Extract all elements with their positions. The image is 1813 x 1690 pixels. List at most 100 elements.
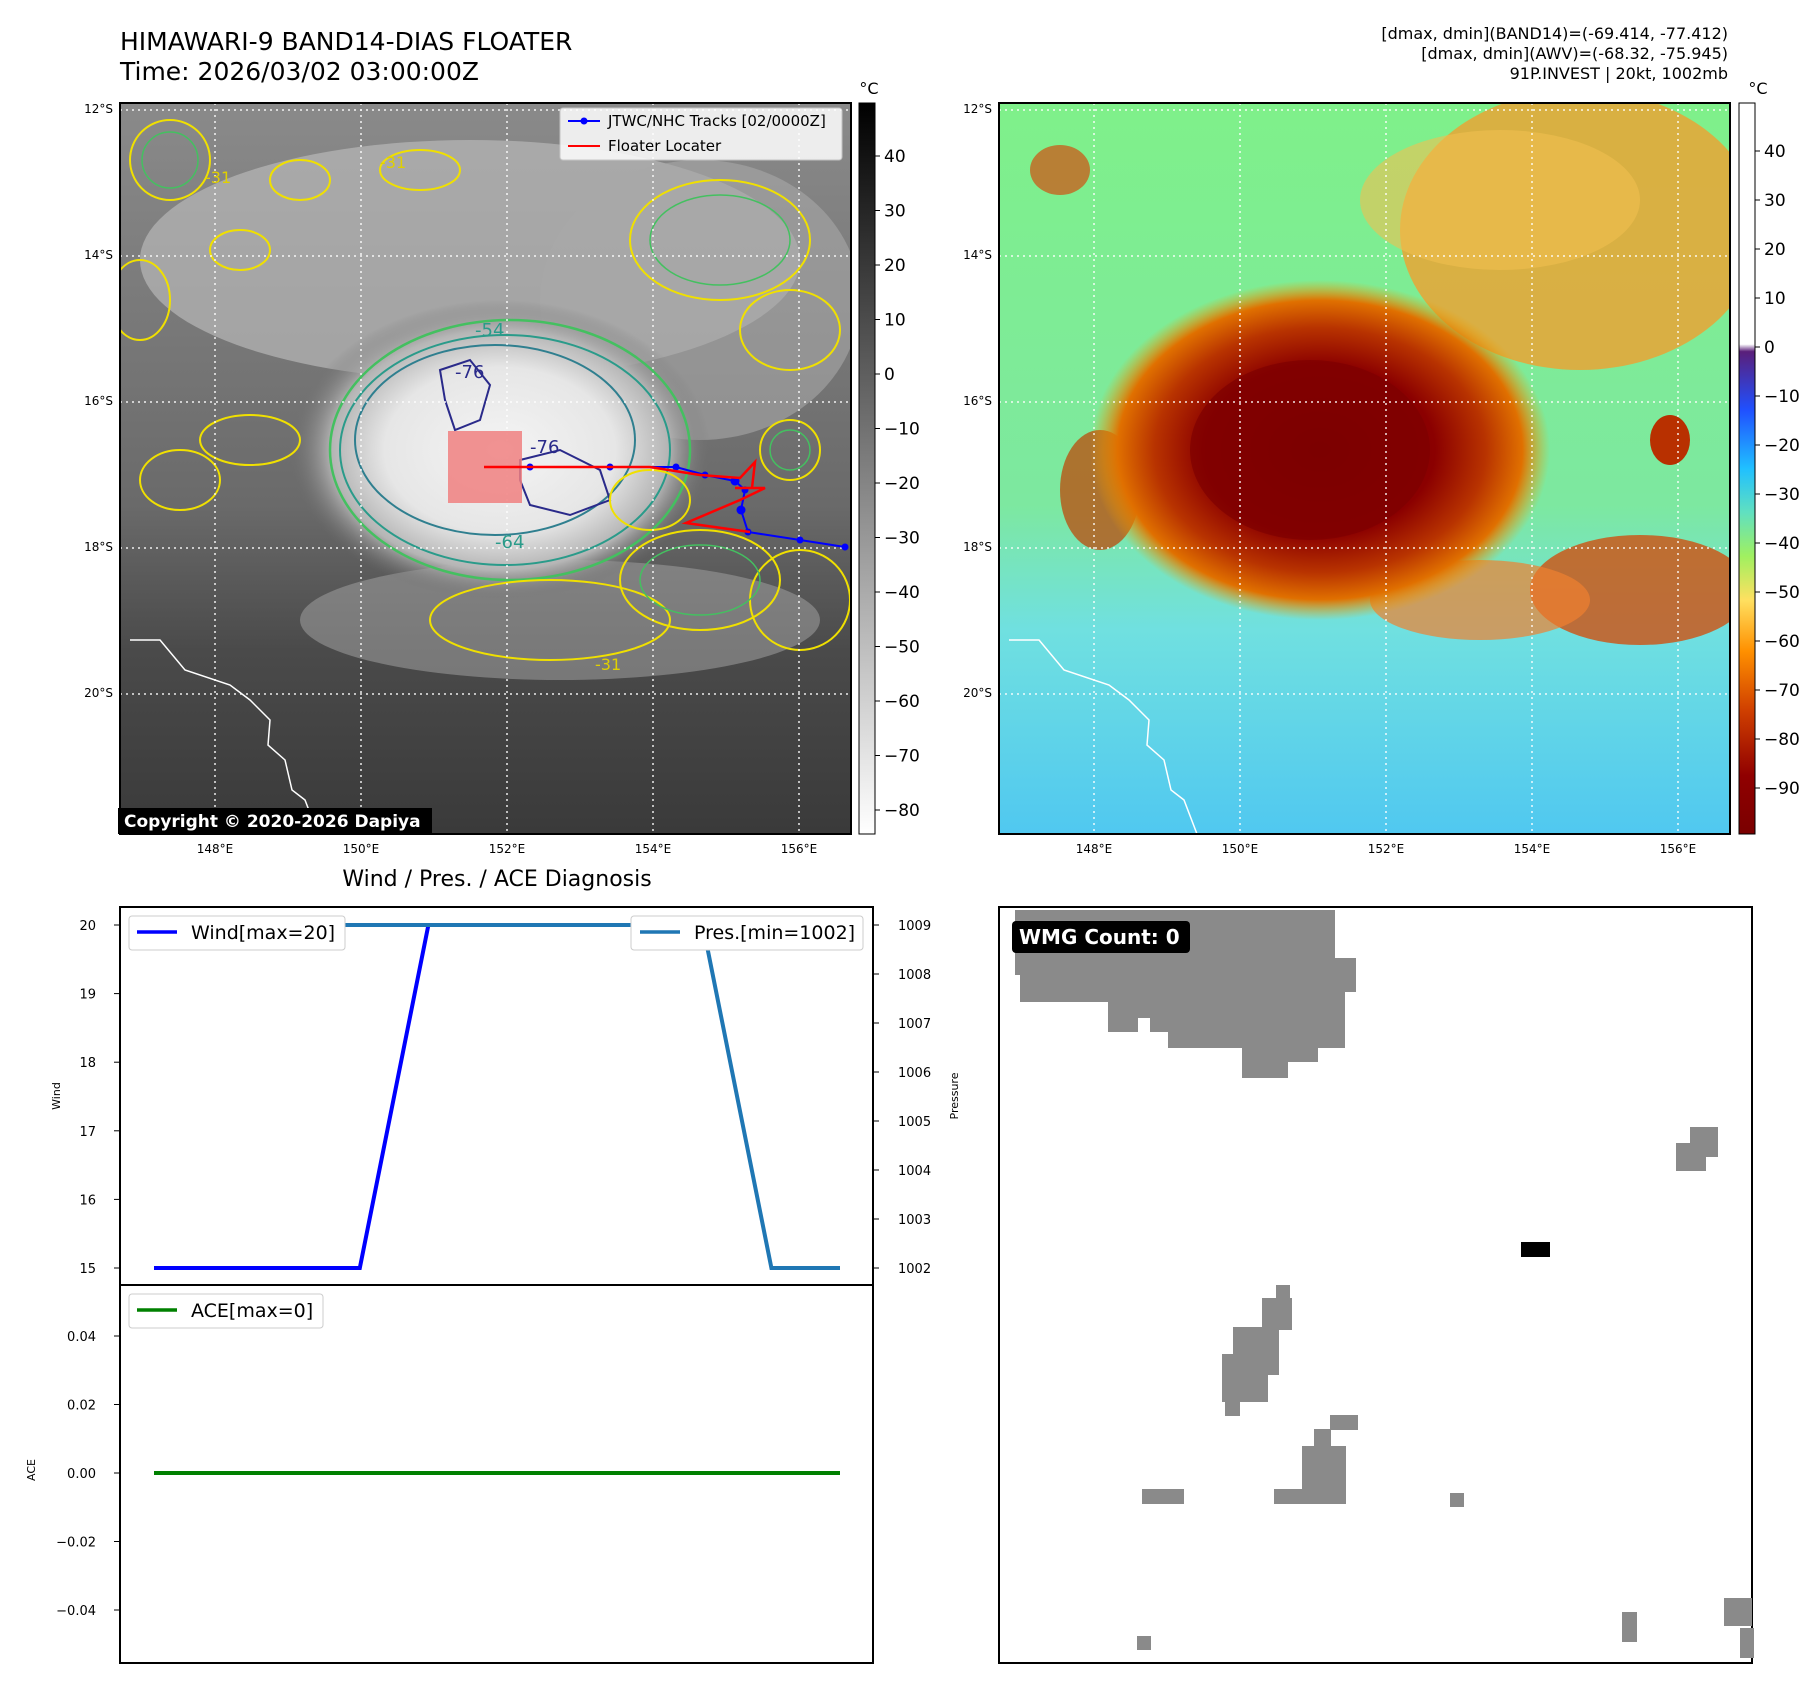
awv-gridlines [999,103,1730,834]
awv-colorbar-tick-label: −20 [1764,436,1800,456]
ir-map-frame [119,102,852,835]
wind-ylabel: Wind [50,1082,63,1110]
contour-label: -76 [455,362,484,383]
ace-tick-label: −0.04 [56,1604,96,1619]
wmg-frame [998,906,1753,1664]
floater-track-line [484,458,766,534]
contour-label: -31 [380,153,406,172]
ir-lon-label: 156°E [781,842,818,856]
contour-label: -31 [205,168,231,187]
wmg-panel: WMG Count: 0 [998,906,1754,1664]
wmg-black-cell [1521,1242,1550,1257]
awv-colorbar-tick-label: −30 [1764,485,1800,505]
ir-lon-label: 148°E [197,842,234,856]
diag-title: Wind / Pres. / ACE Diagnosis [342,867,651,892]
awv-lat-label: 18°S [963,540,992,554]
ir-colorbar-tick-label: 30 [884,202,906,222]
awv-colorbar-unit: °C [1748,79,1767,98]
ace-tick-label: 0.02 [67,1399,96,1414]
awv-colorbar-tick-label: 0 [1764,338,1775,358]
ir-colorbar [858,102,876,835]
ir-lat-label: 14°S [84,248,113,262]
ir-lat-label: 16°S [84,394,113,408]
ir-lat-label: 18°S [84,540,113,554]
ir-lon-label: 150°E [343,842,380,856]
wmg-count-badge [1012,921,1190,953]
wind-tick-label: 17 [79,1125,96,1140]
awv-lat-label: 14°S [963,248,992,262]
ace-tick-label: −0.02 [56,1536,96,1551]
ir-colorbar-tick-label: −10 [884,420,920,440]
legend-floater-label: Floater Locater [608,137,722,155]
ir-colorbar-tick-label: 40 [884,147,906,167]
ir-lat-label: 20°S [84,686,113,700]
awv-colorbar-tick-label: −70 [1764,681,1800,701]
ir-colorbar-tick-label: −20 [884,474,920,494]
awv-coastline [1009,639,1198,834]
legend-track-label: JTWC/NHC Tracks [02/0000Z] [607,112,826,130]
ir-colorbar-tick-label: −60 [884,692,920,712]
stats-awv: [dmax, dmin](AWV)=(-68.32, -75.945) [1421,44,1728,63]
contour-label: -76 [530,437,559,458]
pressure-tick-label: 1008 [898,968,931,983]
awv-colorbar-tick-label: 20 [1764,240,1786,260]
awv-lat-label: 12°S [963,102,992,116]
wind-legend: Wind[max=20] [128,915,346,951]
awv-colorbar-tick-label: −10 [1764,387,1800,407]
awv-colorbar [1738,102,1756,835]
ace-tick-label: 0.00 [67,1467,96,1482]
ir-colorbar-tick-label: 10 [884,311,906,331]
copyright-badge [118,808,432,834]
awv-map-frame [998,102,1731,835]
ir-colorbar-tick-label: −80 [884,801,920,821]
legend-wind-label: Wind[max=20] [191,922,335,944]
ir-colorbar-tick-label: −50 [884,638,920,658]
pressure-tick-label: 1006 [898,1066,931,1081]
pressure-tick-label: 1005 [898,1115,931,1130]
wind-tick-label: 15 [79,1262,96,1277]
figure-time: Time: 2026/03/02 03:00:00Z [119,57,479,86]
wind-tick-label: 16 [79,1193,96,1208]
contour-label: -31 [595,655,621,674]
ir-colorbar-tick-label: 0 [884,365,895,385]
awv-lon-label: 154°E [1514,842,1551,856]
awv-colorbar-tick-label: −40 [1764,534,1800,554]
ir-lon-label: 152°E [489,842,526,856]
awv-colorbar-tick-label: −50 [1764,583,1800,603]
wmg-count-label: WMG Count: 0 [1019,925,1180,949]
ir-colorbar-tick-label: −70 [884,747,920,767]
pressure-tick-label: 1002 [898,1262,931,1277]
contour-label: -54 [475,320,504,341]
wind-tick-label: 19 [79,988,96,1003]
wind-pres-axes [119,906,874,1286]
pressure-tick-label: 1004 [898,1164,931,1179]
awv-lon-label: 152°E [1368,842,1405,856]
awv-lat-label: 16°S [963,394,992,408]
wind-tick-label: 18 [79,1056,96,1071]
ir-legend: JTWC/NHC Tracks [02/0000Z] Floater Locat… [559,107,843,161]
ir-colorbar-unit: °C [859,79,878,98]
ir-lat-label: 12°S [84,102,113,116]
copyright-text: Copyright © 2020-2026 Dapiya [124,812,421,832]
awv-lon-label: 150°E [1222,842,1259,856]
pressure-tick-label: 1009 [898,919,931,934]
ir-gridlines [120,103,851,834]
legend-ace-label: ACE[max=0] [191,1300,313,1322]
ace-tick-label: 0.04 [67,1330,96,1345]
stats-band14: [dmax, dmin](BAND14)=(-69.414, -77.412) [1381,24,1728,43]
pressure-tick-label: 1003 [898,1213,931,1228]
awv-colorbar-tick-label: −80 [1764,730,1800,750]
legend-pres-label: Pres.[min=1002] [694,922,855,944]
ace-legend: ACE[max=0] [128,1293,324,1329]
ir-lon-label: 154°E [635,842,672,856]
contour-label: -64 [495,532,524,553]
ace-ylabel: ACE [25,1459,38,1481]
awv-colorbar-tick-label: −90 [1764,779,1800,799]
stats-storm: 91P.INVEST | 20kt, 1002mb [1510,64,1728,83]
wind-tick-label: 20 [79,919,96,934]
awv-colorbar-tick-label: 40 [1764,142,1786,162]
awv-map-panel: 12°S 14°S 16°S 18°S 20°S 148°E 150°E 152… [963,79,1800,856]
ir-colorbar-tick-label: 20 [884,256,906,276]
ir-coastline [130,639,319,834]
